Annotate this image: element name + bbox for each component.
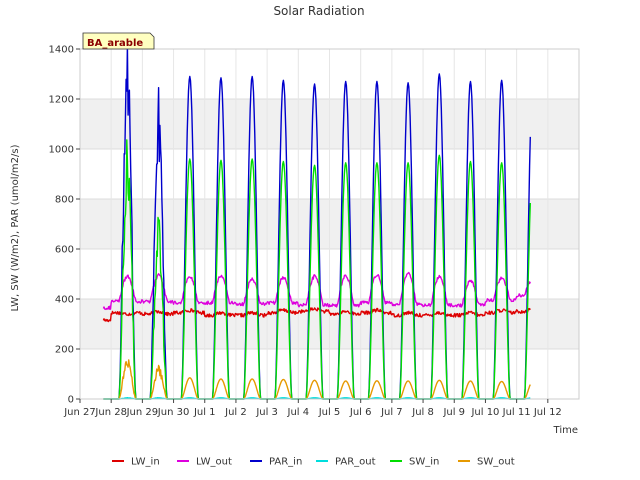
x-tick-label: Jul 3: [255, 407, 278, 418]
y-axis: 0 200 400 600 800 1000 1200 1400: [49, 45, 80, 406]
y-tick-label: 1200: [49, 95, 74, 106]
chart-title: Solar Radiation: [273, 4, 364, 18]
x-tick-label: Jul 12: [533, 407, 562, 418]
x-tick-label: Jul 10: [470, 407, 499, 418]
legend-label: LW_out: [196, 457, 232, 468]
y-tick-label: 800: [55, 195, 74, 206]
legend-label: SW_in: [409, 457, 439, 468]
legend-item-lw-in: LW_in: [112, 457, 160, 468]
x-tick-label: Jul 11: [502, 407, 531, 418]
x-tick-label: Jun 29: [126, 407, 159, 418]
x-tick-label: Jul 7: [380, 407, 403, 418]
y-tick-label: 400: [55, 295, 74, 306]
legend-item-lw-out: LW_out: [177, 457, 232, 468]
legend-item-par-in: PAR_in: [250, 457, 302, 468]
legend-label: PAR_out: [335, 457, 376, 468]
x-tick-label: Jun 30: [157, 407, 190, 418]
x-tick-label: Jul 6: [349, 407, 372, 418]
x-tick-label: Jun 27: [63, 407, 96, 418]
series-line-lw-in: [102, 307, 531, 323]
x-tick-label: Jul 8: [411, 407, 434, 418]
y-tick-label: 600: [55, 245, 74, 256]
y-tick-label: 0: [68, 395, 74, 406]
y-tick-label: 1000: [49, 145, 74, 156]
x-tick-label: Jul 9: [442, 407, 465, 418]
legend-item-sw-in: SW_in: [390, 457, 439, 468]
y-tick-label: 1400: [49, 45, 74, 56]
legend-label: PAR_in: [269, 457, 302, 468]
legend: LW_in LW_out PAR_in PAR_out SW_in SW_out: [112, 457, 515, 468]
legend-label: SW_out: [477, 457, 515, 468]
x-tick-label: Jul 5: [318, 407, 341, 418]
series-line-lw-out: [102, 271, 531, 311]
x-tick-label: Jul 2: [224, 407, 247, 418]
y-axis-title: LW, SW (W/m2), PAR (umol/m2/s): [10, 144, 21, 311]
legend-item-par-out: PAR_out: [316, 457, 376, 468]
x-tick-label: Jun 28: [94, 407, 127, 418]
site-label-text: BA_arable: [87, 38, 143, 49]
y-tick-label: 200: [55, 345, 74, 356]
legend-item-sw-out: SW_out: [458, 457, 515, 468]
x-axis-title: Time: [553, 425, 578, 436]
x-tick-label: Jul 4: [287, 407, 310, 418]
legend-label: LW_in: [131, 457, 160, 468]
x-tick-label: Jul 1: [193, 407, 216, 418]
site-label-badge: BA_arable: [82, 32, 155, 50]
x-axis: Jun 27 Jun 28 Jun 29 Jun 30 Jul 1 Jul 2 Jul 3 J…: [63, 399, 562, 418]
